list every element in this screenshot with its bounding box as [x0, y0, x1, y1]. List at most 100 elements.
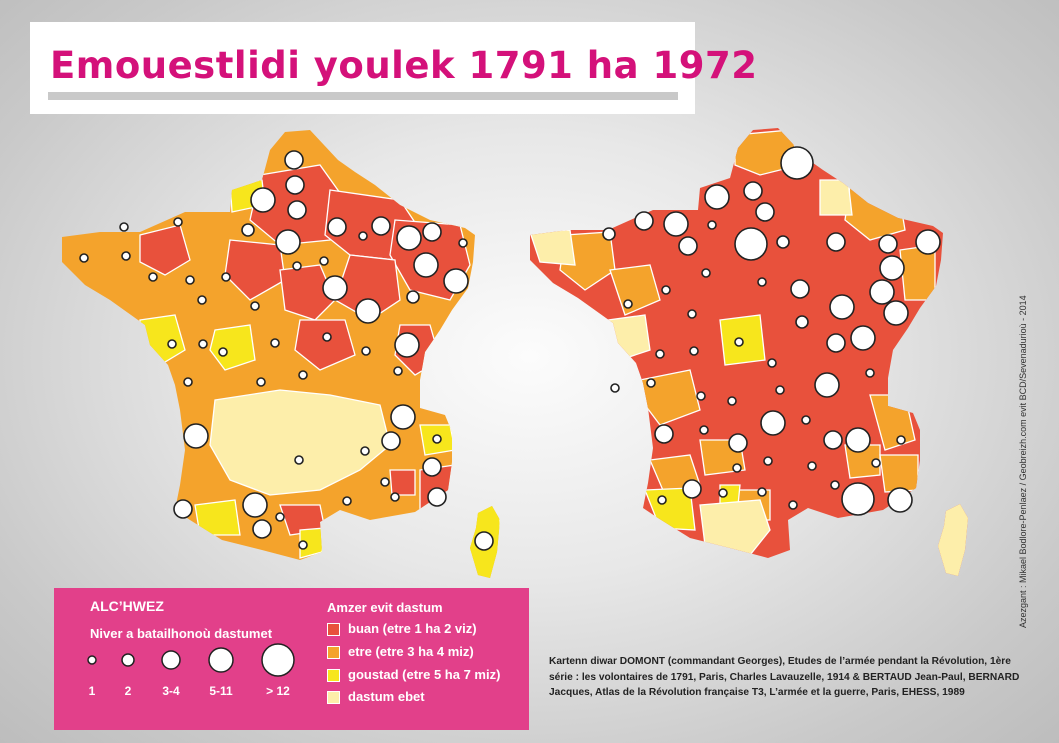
- battalion-circle: [623, 299, 633, 309]
- battalion-circle: [427, 487, 447, 507]
- battalion-circle: [319, 256, 329, 266]
- battalion-circle: [250, 301, 260, 311]
- battalion-circle: [432, 434, 442, 444]
- battalion-circle: [610, 383, 620, 393]
- battalion-circle: [707, 220, 717, 230]
- battalion-circle: [322, 332, 332, 342]
- battalion-circle: [841, 482, 875, 516]
- battalion-circle: [743, 181, 763, 201]
- map-title: Emouestlidi youlek 1791 ha 1972: [50, 44, 758, 87]
- battalion-circle: [361, 346, 371, 356]
- battalion-circle: [221, 272, 231, 282]
- region-fast: [279, 264, 336, 321]
- battalion-circle: [871, 458, 881, 468]
- battalion-circle: [406, 290, 420, 304]
- legend-subtitle: Niver a batailhonoù dastumet: [90, 626, 273, 641]
- battalion-circle: [776, 235, 790, 249]
- battalion-circle: [298, 540, 308, 550]
- battalion-circle: [121, 251, 131, 261]
- region-slow: [209, 324, 256, 371]
- battalion-circle: [390, 404, 416, 430]
- battalion-circle: [755, 202, 775, 222]
- battalion-circle: [879, 255, 905, 281]
- battalion-circle: [173, 217, 183, 227]
- region-fast: [294, 319, 356, 371]
- battalion-circle: [646, 378, 656, 388]
- source-text: Kartenn diwar DOMONT (commandant Georges…: [549, 656, 1020, 698]
- category-label: dastum ebet: [348, 689, 425, 704]
- battalion-circle: [458, 238, 468, 248]
- battalion-circle: [657, 495, 667, 505]
- battalion-circle: [422, 222, 442, 242]
- map-1791: [62, 130, 500, 578]
- region-fast: [224, 239, 286, 301]
- battalion-circle: [732, 463, 742, 473]
- legend-circle-2: [121, 653, 135, 667]
- battalion-circle: [474, 531, 494, 551]
- battalion-circle: [795, 315, 809, 329]
- battalion-circle: [285, 175, 305, 195]
- battalion-circle: [663, 211, 689, 237]
- battalion-circle: [775, 385, 785, 395]
- battalion-circle: [865, 368, 875, 378]
- category-label: buan (etre 1 ha 2 viz): [348, 621, 477, 636]
- region-none: [819, 179, 853, 216]
- region-slow: [194, 499, 241, 536]
- region-fast: [139, 224, 191, 276]
- legend-size-label: > 12: [266, 684, 290, 698]
- battalion-circle: [689, 346, 699, 356]
- legend-circle-5: [261, 643, 295, 677]
- battalion-circle: [256, 377, 266, 387]
- battalion-circle: [119, 222, 129, 232]
- battalion-circle: [699, 425, 709, 435]
- battalion-circle: [814, 372, 840, 398]
- battalion-circle: [381, 431, 401, 451]
- legend-circle-1: [87, 655, 97, 665]
- battalion-circle: [826, 232, 846, 252]
- legend-size-circles: [87, 643, 295, 677]
- battalion-circle: [718, 488, 728, 498]
- battalion-circle: [807, 461, 817, 471]
- battalion-circle: [275, 512, 285, 522]
- battalion-circle: [869, 279, 895, 305]
- battalion-circle: [661, 285, 671, 295]
- battalion-circle: [148, 272, 158, 282]
- credit-text: Azezgant : Mikael Bodlore-Penlaez / Geob…: [1018, 295, 1028, 628]
- battalion-circle: [183, 377, 193, 387]
- battalion-circle: [242, 492, 268, 518]
- battalion-circle: [294, 455, 304, 465]
- battalion-circle: [390, 492, 400, 502]
- battalion-circle: [198, 339, 208, 349]
- legend-circle-3: [161, 650, 181, 670]
- region-none: [929, 499, 968, 576]
- battalion-circle: [654, 424, 674, 444]
- battalion-circle: [678, 236, 698, 256]
- battalion-circle: [167, 339, 177, 349]
- battalion-circle: [173, 499, 193, 519]
- battalion-circle: [829, 294, 855, 320]
- battalion-circle: [185, 275, 195, 285]
- battalion-circle: [760, 410, 786, 436]
- battalion-circle: [883, 300, 909, 326]
- battalion-circle: [850, 325, 876, 351]
- legend-categories-title: Amzer evit dastum: [327, 600, 443, 615]
- battalion-circle: [704, 184, 730, 210]
- legend-size-label: 5-11: [209, 684, 233, 698]
- battalion-circles-1792: [602, 146, 941, 516]
- battalion-circle: [915, 229, 941, 255]
- region-medium: [879, 454, 919, 493]
- battalion-circle: [757, 277, 767, 287]
- battalion-circle: [287, 200, 307, 220]
- battalion-circle: [896, 435, 906, 445]
- category-label: goustad (etre 5 ha 7 miz): [348, 667, 501, 682]
- battalion-circle: [380, 477, 390, 487]
- region-none: [209, 389, 391, 496]
- battalion-circle: [252, 519, 272, 539]
- region-fast: [389, 469, 416, 496]
- battalion-circle: [826, 333, 846, 353]
- battalion-circle: [292, 261, 302, 271]
- battalion-circle: [327, 217, 347, 237]
- battalion-circle: [823, 430, 843, 450]
- battalion-circle: [788, 500, 798, 510]
- map-1792: [530, 128, 968, 576]
